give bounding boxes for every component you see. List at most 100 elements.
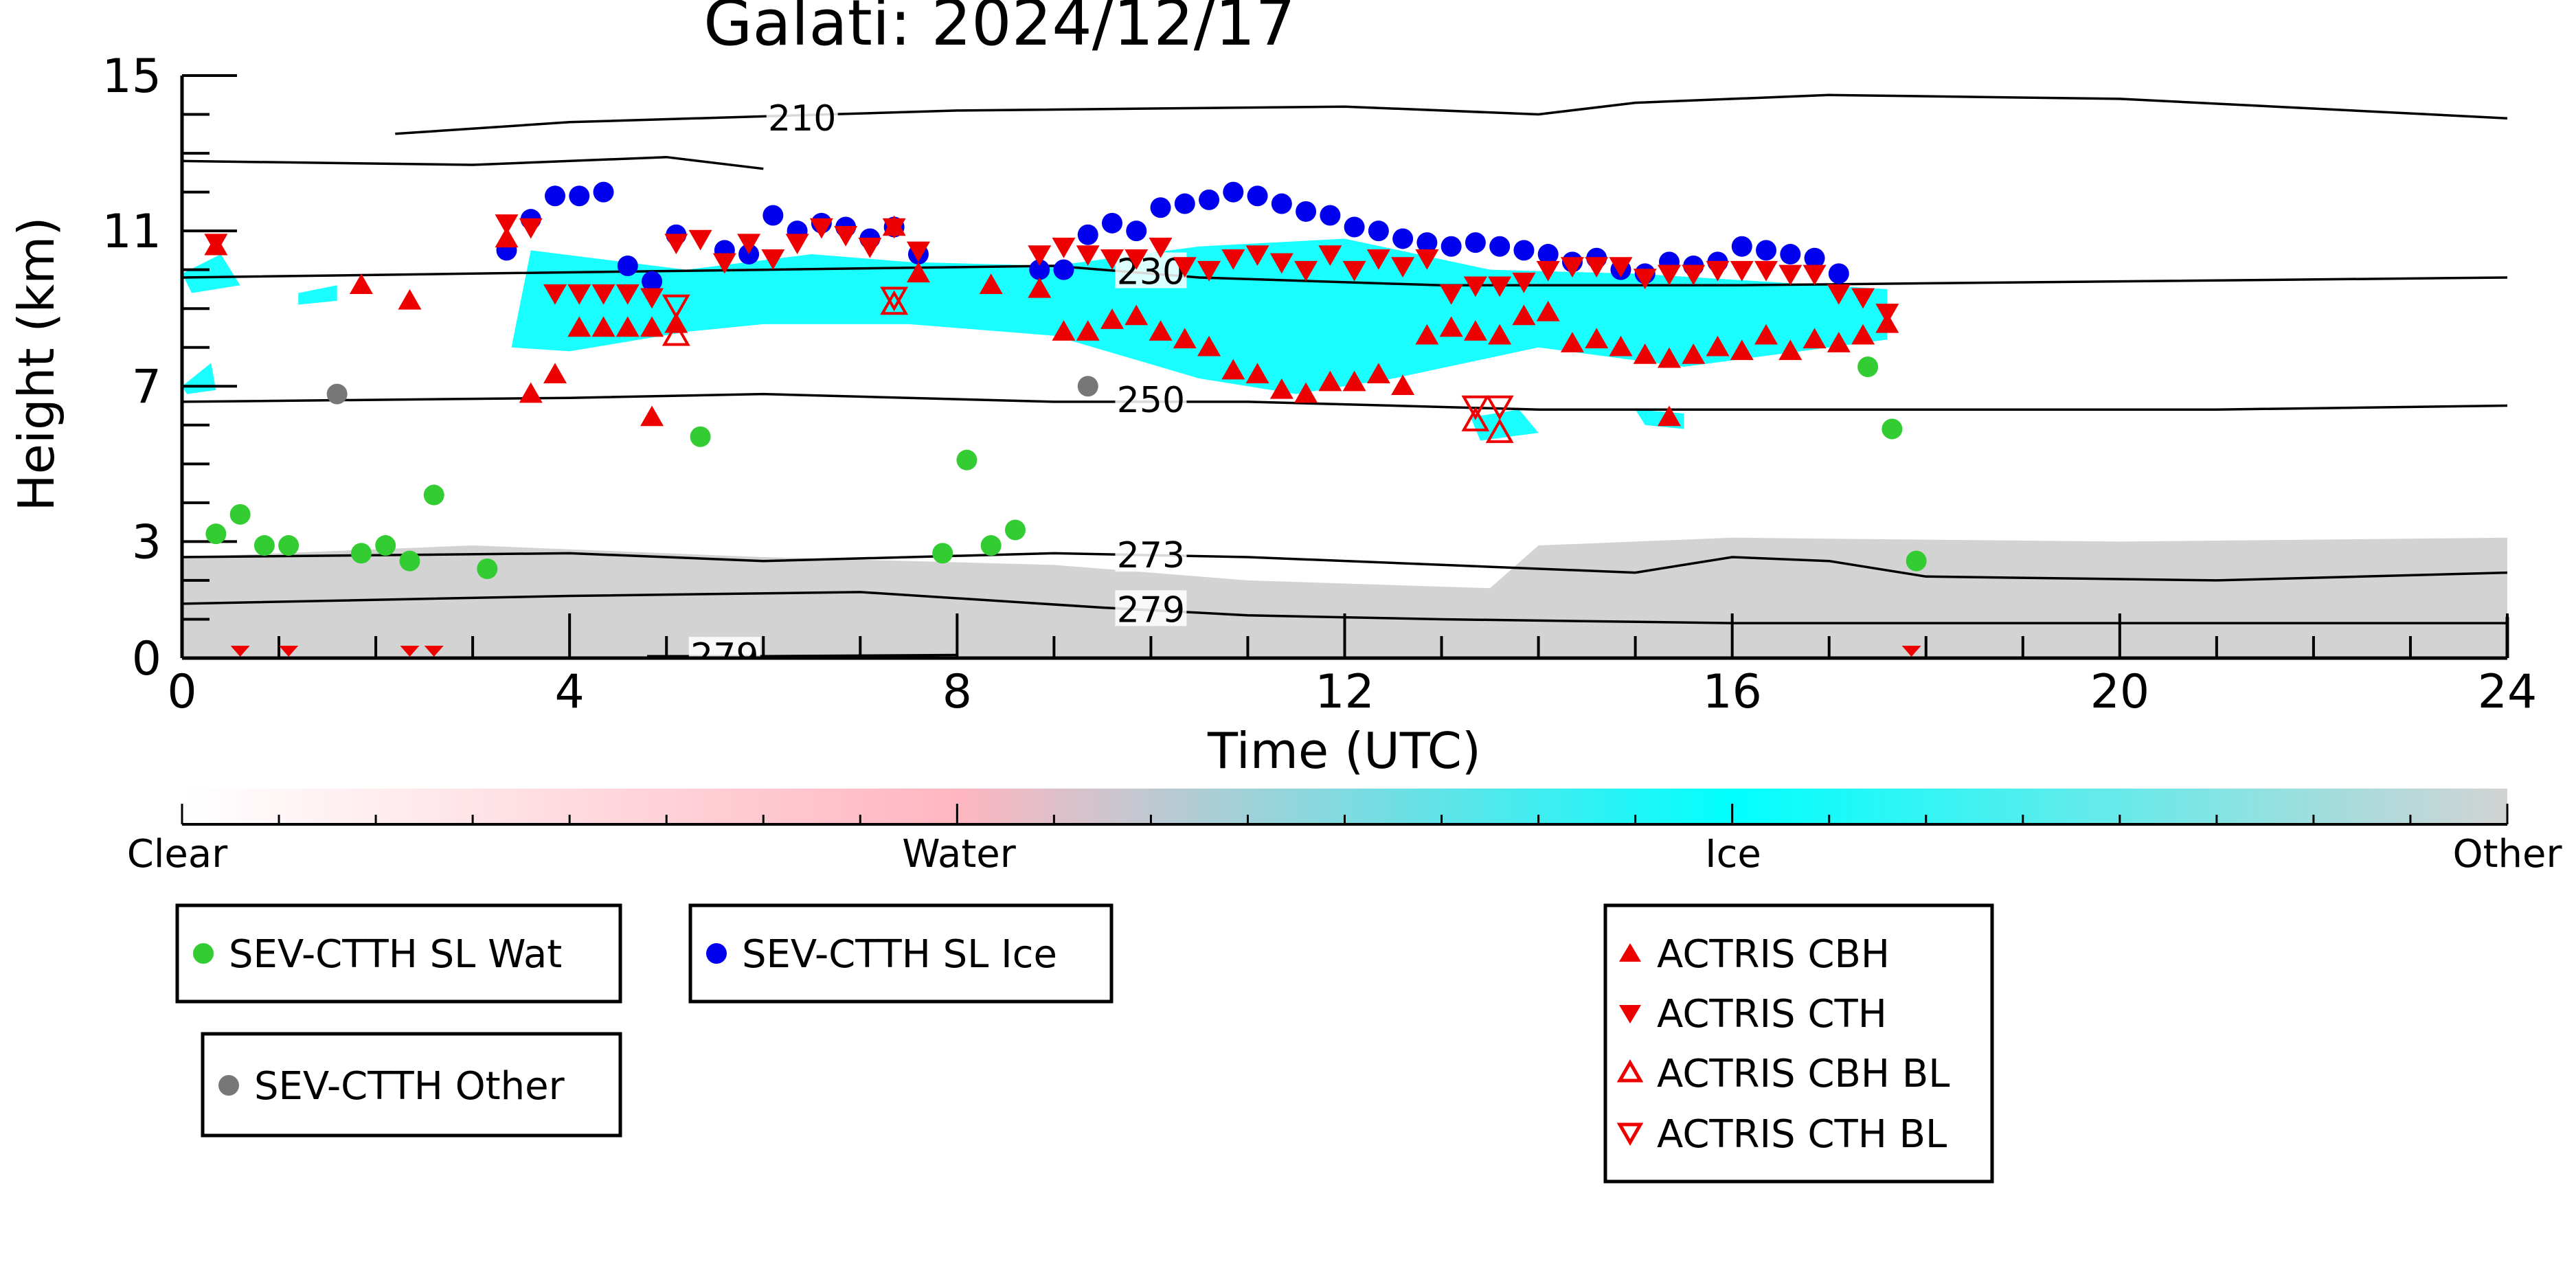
y-tick-label: 7 (132, 360, 161, 414)
marker-actris-cth (1149, 237, 1173, 258)
marker-sev-ctth-other (1077, 376, 1098, 397)
marker-sev-ctth-sl-ice (593, 181, 614, 203)
marker-actris-cth (1294, 260, 1318, 282)
marker-actris-cth (1415, 249, 1439, 270)
marker-actris-cbh (1827, 332, 1851, 352)
marker-actris-cbh (1439, 316, 1463, 337)
marker-actris-cbh (1585, 328, 1609, 349)
legend-marker-sev-other (218, 1075, 239, 1096)
marker-sev-ctth-sl-ice (1126, 221, 1147, 242)
marker-actris-cth (1488, 276, 1512, 297)
ice-cloud-patch (1470, 409, 1539, 441)
contour-line-0 (395, 93, 2507, 135)
marker-actris-cbh (640, 405, 664, 427)
marker-actris-cth (809, 218, 833, 239)
marker-actris-cbh (1536, 300, 1560, 321)
y-axis-label: Height (km) (8, 217, 65, 512)
y-tick-label: 0 (132, 632, 161, 686)
marker-actris-cth (1028, 245, 1052, 267)
marker-actris-cbh (1463, 320, 1487, 341)
marker-actris-cth-ground (424, 646, 444, 657)
contour-label-5: 279 (1117, 589, 1185, 631)
x-tick-label: 20 (2090, 665, 2150, 719)
marker-sev-ctth-sl-ice (545, 185, 566, 207)
marker-sev-ctth-sl-ice (1416, 232, 1438, 253)
marker-actris-cth (737, 234, 761, 255)
contour-line-3 (182, 392, 2507, 411)
marker-actris-cth (688, 229, 712, 251)
marker-actris-cth (1536, 260, 1560, 282)
marker-sev-ctth-sl-wat (375, 535, 396, 556)
legend-text-sev-wat: SEV-CTTH SL Wat (229, 932, 562, 977)
marker-sev-ctth-sl-ice (1804, 247, 1825, 269)
legend-marker-actris-cbh (1619, 943, 1641, 962)
legend-text-actris-cbh: ACTRIS CBH (1657, 932, 1890, 977)
x-tick-label: 8 (942, 665, 972, 719)
marker-sev-ctth-sl-ice (1053, 259, 1074, 280)
marker-actris-cbh-bl (662, 321, 690, 346)
marker-sev-ctth-sl-wat (956, 449, 978, 471)
ice-cloud-patch (182, 254, 240, 293)
marker-actris-cth (858, 237, 882, 258)
marker-actris-cbh (1269, 378, 1293, 399)
data-markers (204, 181, 1927, 657)
marker-sev-ctth-sl-ice (1247, 185, 1268, 207)
legend-box-actris: ACTRIS CBH ACTRIS CTH ACTRIS CBH BL ACTR… (1603, 903, 1994, 1184)
marker-actris-cbh (1149, 320, 1173, 341)
marker-actris-cbh (1512, 304, 1536, 326)
marker-actris-cbh (1245, 363, 1269, 384)
legend-text-actris-cbh-bl: ACTRIS CBH BL (1657, 1052, 1950, 1096)
contour-line-2 (182, 264, 2507, 287)
marker-actris-cbh (1366, 363, 1390, 384)
marker-actris-cbh (640, 316, 664, 337)
marker-actris-cth (1778, 264, 1803, 286)
marker-actris-cth (1463, 276, 1487, 297)
marker-actris-cbh (1851, 324, 1875, 345)
marker-actris-cbh (543, 363, 567, 384)
marker-actris-cbh (1342, 370, 1366, 392)
marker-sev-ctth-sl-ice (1320, 205, 1341, 226)
marker-sev-ctth-sl-ice (1077, 224, 1098, 245)
marker-actris-cth (591, 284, 615, 305)
marker-actris-cth (834, 226, 858, 247)
marker-actris-cbh (1391, 374, 1415, 396)
marker-sev-ctth-sl-ice (1296, 201, 1317, 222)
contour-label-bg (1115, 536, 1187, 572)
legend-box-other: SEV-CTTH Other (201, 1032, 622, 1138)
marker-sev-ctth-sl-wat (932, 543, 953, 564)
x-tick-label: 4 (555, 665, 585, 719)
marker-sev-ctth-sl-ice (569, 185, 590, 207)
marker-sev-ctth-sl-wat (278, 535, 300, 556)
colorbar: Clear Water Ice Other (127, 789, 2562, 877)
marker-actris-cbh (1318, 370, 1342, 392)
contour-label-4: 273 (1117, 535, 1185, 576)
marker-sev-ctth-sl-wat (477, 558, 498, 579)
legend-marker-actris-cbh-bl (1616, 1059, 1644, 1083)
marker-sev-ctth-sl-ice (1756, 240, 1777, 261)
cloud-mask-background (182, 238, 2507, 658)
marker-sev-ctth-sl-wat (1004, 519, 1026, 541)
contour-label-bg (1115, 381, 1187, 417)
contour-line-4 (182, 552, 2507, 582)
y-tick-label: 11 (102, 205, 161, 259)
marker-sev-ctth-sl-ice (1344, 216, 1365, 238)
marker-actris-cth-ground (400, 646, 420, 657)
colorbar-ticks (181, 804, 2509, 826)
y-tick-label: 3 (132, 515, 161, 569)
legend-text-sev-ice: SEV-CTTH SL Ice (742, 932, 1057, 977)
marker-sev-ctth-sl-ice (642, 271, 663, 292)
marker-actris-cbh (1730, 339, 1754, 361)
marker-actris-cth (204, 234, 228, 255)
marker-actris-cbh (615, 316, 640, 337)
marker-actris-cth (1342, 260, 1366, 282)
marker-actris-cth (1318, 245, 1342, 267)
marker-actris-cth (1754, 260, 1778, 282)
marker-actris-cbh (1076, 320, 1100, 341)
marker-actris-cbh (1294, 382, 1318, 403)
contour-line-5 (182, 591, 2507, 624)
legend-marker-actris-cth (1619, 1005, 1641, 1024)
contour-label-6: 279 (690, 636, 758, 677)
chart-title: Galati: 2024/12/17 (703, 0, 1296, 60)
marker-actris-cth-bl (1485, 395, 1514, 420)
